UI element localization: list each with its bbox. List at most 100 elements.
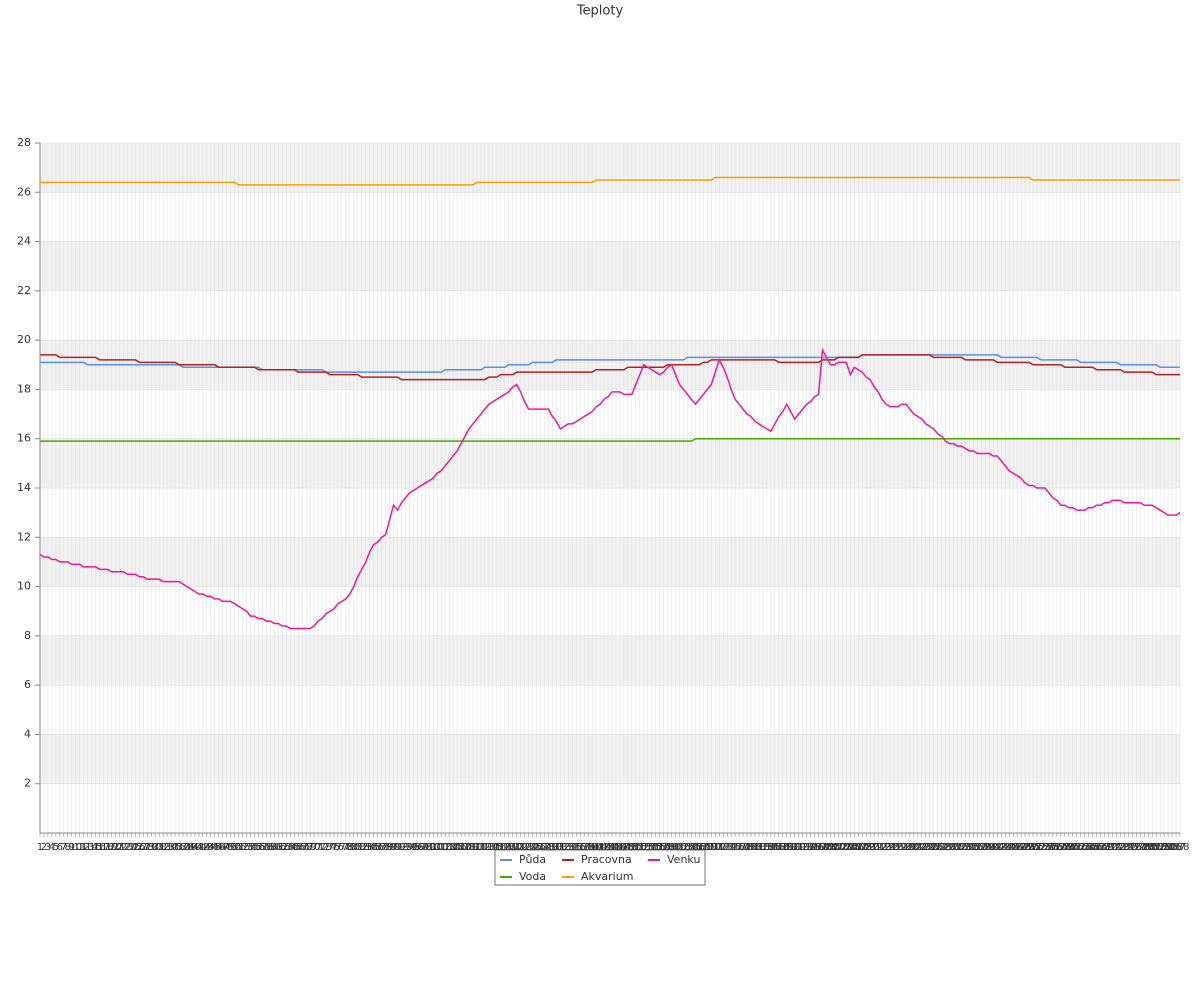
x-tick-label: 281	[1143, 842, 1162, 853]
x-tick-label: 211	[865, 842, 884, 853]
x-tick-label: 108	[455, 842, 474, 853]
x-tick-label: 47	[216, 842, 229, 853]
x-tick-label: 247	[1008, 842, 1027, 853]
x-tick-label: 36	[173, 842, 186, 853]
x-tick-label: 124	[519, 842, 538, 853]
x-tick-label: 34	[165, 842, 178, 853]
x-tick-label: 41	[193, 842, 206, 853]
x-tick-label: 132	[551, 842, 570, 853]
x-tick-label: 66	[292, 842, 305, 853]
x-tick-label: 174	[718, 842, 737, 853]
x-tick-label: 140	[583, 842, 602, 853]
x-tick-label: 31	[153, 842, 166, 853]
x-tick-label: 283	[1151, 842, 1170, 853]
x-tick-label: 219	[896, 842, 915, 853]
x-tick-label: 137	[571, 842, 590, 853]
x-tick-label: 126	[527, 842, 546, 853]
x-tick-label: 278	[1131, 842, 1150, 853]
x-tick-label: 212	[869, 842, 888, 853]
x-tick-label: 203	[833, 842, 852, 853]
x-tick-label: 16	[93, 842, 106, 853]
x-tick-label: 146	[606, 842, 625, 853]
x-tick-label: 200	[821, 842, 840, 853]
legend-label: Venku	[667, 853, 700, 866]
x-tick-label: 180	[741, 842, 760, 853]
x-tick-label: 234	[956, 842, 975, 853]
x-tick-label: 106	[448, 842, 467, 853]
x-tick-label: 152	[630, 842, 649, 853]
line	[40, 176, 1180, 186]
x-tick-label: 158	[654, 842, 673, 853]
x-tick-label: 51	[232, 842, 245, 853]
chart-title: Teploty	[576, 4, 624, 19]
x-tick-label: 163	[674, 842, 693, 853]
x-tick-label: 23	[121, 842, 134, 853]
x-tick-label: 287	[1166, 842, 1185, 853]
x-tick-label: 13	[81, 842, 94, 853]
x-tick-label: 71	[312, 842, 325, 853]
x-tick-label: 1	[37, 842, 43, 853]
x-tick-label: 184	[757, 842, 776, 853]
x-tick-label: 216	[884, 842, 903, 853]
x-tick-label: 26	[133, 842, 146, 853]
grid-band	[40, 734, 1180, 784]
x-tick-label: 232	[948, 842, 967, 853]
x-tick-label: 222	[908, 842, 927, 853]
x-tick-label: 28	[141, 842, 154, 853]
x-tick-label: 177	[730, 842, 749, 853]
x-tick-label: 171	[706, 842, 725, 853]
y-tick-label: 12	[17, 530, 31, 543]
x-tick-label: 14	[85, 842, 98, 853]
x-tick-label: 59	[264, 842, 277, 853]
x-tick-label: 241	[984, 842, 1003, 853]
x-tick-label: 179	[737, 842, 756, 853]
grid-band	[40, 635, 1180, 686]
x-tick-label: 3	[45, 842, 51, 853]
x-tick-label: 75	[328, 842, 341, 853]
x-tick-label: 73	[320, 842, 333, 853]
x-tick-label: 8	[65, 842, 71, 853]
x-tick-label: 196	[805, 842, 824, 853]
x-tick-label: 19	[105, 842, 118, 853]
x-tick-label: 61	[272, 842, 285, 853]
x-tick-label: 21	[113, 842, 126, 853]
x-tick-label: 56	[252, 842, 265, 853]
y-tick-label: 4	[24, 727, 31, 740]
x-tick-label: 87	[375, 842, 388, 853]
x-tick-label: 144	[598, 842, 617, 853]
x-tick-label: 250	[1020, 842, 1039, 853]
x-tick-label: 249	[1016, 842, 1035, 853]
x-tick-label: 192	[789, 842, 808, 853]
grid-band	[40, 340, 1180, 390]
x-tick-label: 77	[336, 842, 349, 853]
x-tick-label: 199	[817, 842, 836, 853]
x-tick-label: 256	[1043, 842, 1062, 853]
x-tick-label: 147	[610, 842, 629, 853]
x-tick-label: 226	[924, 842, 943, 853]
x-tick-label: 168	[694, 842, 713, 853]
x-tick-label: 50	[228, 842, 241, 853]
x-tick-label: 49	[224, 842, 237, 853]
x-tick-label: 70	[308, 842, 321, 853]
x-tick-label: 57	[256, 842, 269, 853]
y-tick-label: 16	[17, 432, 31, 445]
x-tick-label: 227	[928, 842, 947, 853]
x-tick-label: 79	[343, 842, 356, 853]
x-tick-label: 149	[618, 842, 637, 853]
x-tick-label: 44	[204, 842, 217, 853]
x-tick-label: 252	[1027, 842, 1046, 853]
x-tick-label: 274	[1115, 842, 1134, 853]
y-tick-label: 14	[17, 481, 31, 494]
x-tick-label: 224	[916, 842, 935, 853]
x-tick-label: 129	[539, 842, 558, 853]
x-tick-label: 46	[212, 842, 225, 853]
x-tick-label: 125	[523, 842, 542, 853]
x-tick-label: 218	[892, 842, 911, 853]
x-tick-label: 92	[395, 842, 408, 853]
y-tick-label: 28	[17, 136, 31, 149]
x-tick-label: 154	[638, 842, 657, 853]
x-tick-label: 238	[972, 842, 991, 853]
x-tick-label: 286	[1163, 842, 1182, 853]
x-tick-label: 136	[567, 842, 586, 853]
x-tick-label: 114	[479, 842, 498, 853]
